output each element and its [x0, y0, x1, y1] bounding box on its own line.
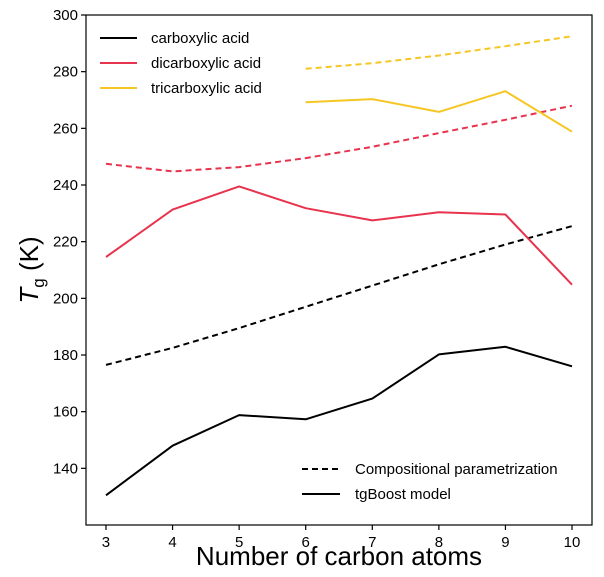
series-line-tricarboxylic-acid-dashed — [306, 36, 572, 69]
series-line-tricarboxylic-acid-solid — [306, 91, 572, 132]
y-axis-title-unit: (K) — [14, 236, 44, 278]
y-axis-title: Tg (K) — [14, 236, 48, 303]
legend-label: carboxylic acid — [151, 30, 249, 47]
y-tick-label: 160 — [53, 404, 78, 421]
y-tick-label: 300 — [53, 7, 78, 24]
series-line-dicarboxylic-acid-solid — [106, 186, 572, 284]
y-axis-title-subscript: g — [29, 278, 48, 287]
series-line-carboxylic-acid-dashed — [106, 226, 572, 365]
legend-series: carboxylic acid dicarboxylic acid tricarbo… — [100, 30, 262, 97]
series-line-dicarboxylic-acid-dashed — [106, 106, 572, 172]
series-layer — [106, 36, 572, 495]
y-tick-label: 260 — [53, 120, 78, 137]
legend-label: dicarboxylic acid — [151, 55, 261, 72]
y-tick-label: 200 — [53, 290, 78, 307]
x-tick-label: 9 — [501, 534, 509, 551]
y-tick-label: 280 — [53, 64, 78, 81]
y-axis: 140 160 180 200 220 240 260 280 300 — [53, 7, 86, 477]
x-tick-label: 4 — [168, 534, 176, 551]
y-tick-label: 220 — [53, 234, 78, 251]
y-tick-label: 180 — [53, 347, 78, 364]
legend-style-label: Compositional parametrization — [355, 461, 558, 478]
legend-style-label: tgBoost model — [355, 486, 451, 503]
x-tick-label: 3 — [102, 534, 110, 551]
legend-label: tricarboxylic acid — [151, 80, 262, 97]
y-tick-label: 140 — [53, 460, 78, 477]
y-tick-label: 240 — [53, 177, 78, 194]
legend-line-style: Compositional parametrization tgBoost mod… — [302, 461, 558, 503]
x-axis-title: Number of carbon atoms — [196, 541, 482, 571]
x-tick-label: 10 — [564, 534, 581, 551]
